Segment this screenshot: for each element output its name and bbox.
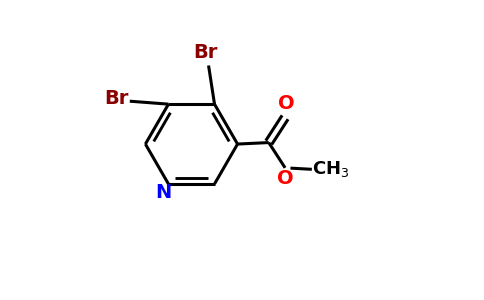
- Text: O: O: [277, 169, 294, 188]
- Text: O: O: [278, 94, 295, 113]
- Text: Br: Br: [194, 43, 218, 62]
- Text: Br: Br: [104, 89, 128, 108]
- Text: N: N: [155, 183, 171, 202]
- Text: CH$_3$: CH$_3$: [312, 159, 349, 179]
